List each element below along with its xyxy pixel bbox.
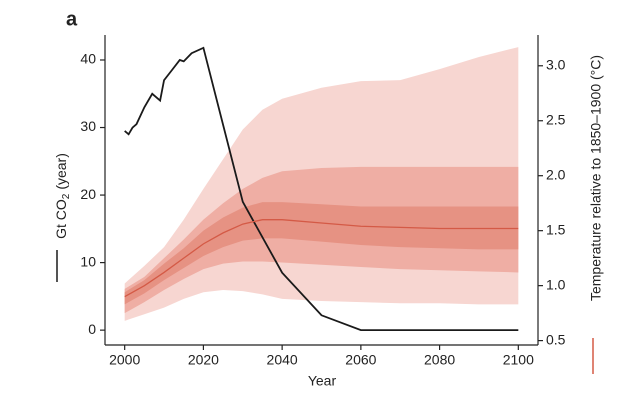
x-axis-title: Year xyxy=(308,373,337,389)
y2-tick-label: 2.5 xyxy=(546,111,566,127)
x-tick-label: 2040 xyxy=(267,352,298,368)
y-tick-label: 10 xyxy=(80,253,96,269)
y2-tick-label: 1.0 xyxy=(546,276,566,292)
y2-tick-label: 0.5 xyxy=(546,331,566,347)
y-tick-label: 40 xyxy=(80,51,96,67)
y2-tick-label: 3.0 xyxy=(546,56,566,72)
y-tick-label: 20 xyxy=(80,186,96,202)
x-tick-label: 2000 xyxy=(109,352,140,368)
x-tick-label: 2100 xyxy=(503,352,534,368)
y-tick-label: 0 xyxy=(88,321,96,337)
x-tick-label: 2020 xyxy=(188,352,219,368)
series-line xyxy=(124,219,519,298)
y2-tick-label: 1.5 xyxy=(546,221,566,237)
y-axis-title-subscript: 2 xyxy=(61,193,72,199)
y2-tick-label: 2.0 xyxy=(546,166,566,182)
x-tick-label: 2080 xyxy=(424,352,455,368)
y-tick-label: 30 xyxy=(80,118,96,134)
series-line xyxy=(124,46,519,332)
panel-label: a xyxy=(66,8,78,30)
y-axis-title: Gt CO2 (year) xyxy=(53,153,72,239)
y2-axis-title: Temperature relative to 1850–1900 (°C) xyxy=(588,55,604,301)
y-axis-title-part: (year) xyxy=(53,153,69,190)
x-tick-label: 2060 xyxy=(345,352,376,368)
y-axis-title-part: Gt CO xyxy=(53,199,69,239)
